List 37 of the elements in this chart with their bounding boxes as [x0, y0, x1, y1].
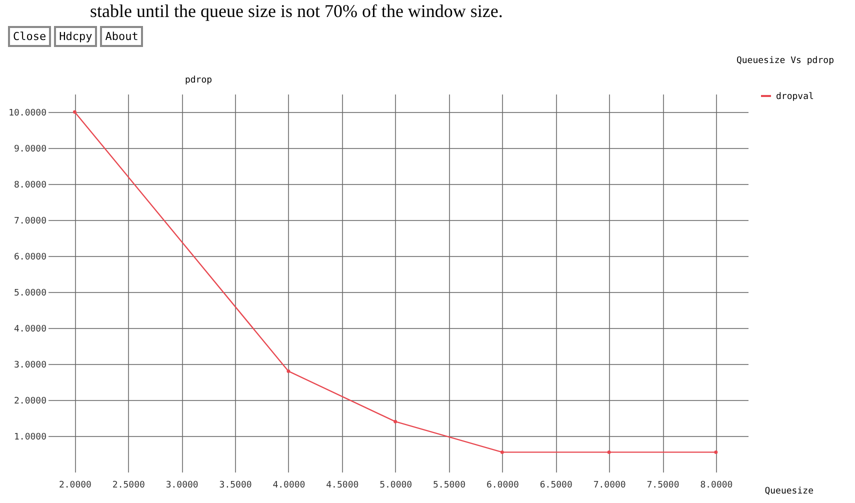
button[interactable]: Hdcpy: [54, 26, 98, 47]
x-tick-label: 8.0000: [700, 480, 733, 490]
point: [394, 420, 398, 424]
button[interactable]: About: [100, 26, 144, 47]
y-tick-label: 9.0000: [14, 144, 46, 154]
legend-label: dropval: [776, 92, 814, 102]
x-tick-label: 3.5000: [219, 480, 252, 490]
y-tick-label: 1.0000: [14, 432, 46, 442]
y-tick-label: 2.0000: [14, 396, 46, 406]
y-tick-label: 8.0000: [14, 180, 46, 190]
x-tick-label: 7.5000: [646, 480, 680, 490]
point: [72, 110, 76, 114]
x-tick-label: 4.5000: [326, 480, 359, 490]
x-tick-label: 5.0000: [380, 480, 412, 490]
point: [607, 450, 611, 454]
y-tick-label: 7.0000: [14, 216, 46, 226]
button[interactable]: Close: [8, 26, 52, 47]
x-tick-label: 3.0000: [166, 480, 198, 490]
y-tick-label: 5.0000: [14, 288, 46, 298]
x-tick-label: 2.0000: [58, 480, 92, 490]
x-tick-label: 6.5000: [540, 480, 572, 490]
point: [714, 450, 718, 454]
x-tick-label: 4.0000: [272, 480, 306, 490]
y-tick-label: 10.0000: [8, 108, 46, 118]
point: [286, 369, 290, 373]
text: Queuesize Vs pdrop: [736, 56, 834, 66]
x-tick-label: 5.5000: [433, 480, 466, 490]
x-tick-label: 7.0000: [593, 480, 626, 490]
y-tick-label: 6.0000: [14, 252, 46, 262]
point: [500, 450, 504, 454]
x-tick-label: 6.0000: [486, 480, 519, 490]
y-tick-label: 4.0000: [14, 324, 46, 334]
x-axis-title: Queuesize: [764, 486, 814, 496]
x-tick-label: 2.5000: [112, 480, 145, 490]
y-tick-label: 3.0000: [14, 360, 46, 370]
text: stable until the queue size is not 70% of the window size.: [89, 0, 504, 22]
y-axis-title: pdrop: [184, 76, 212, 86]
